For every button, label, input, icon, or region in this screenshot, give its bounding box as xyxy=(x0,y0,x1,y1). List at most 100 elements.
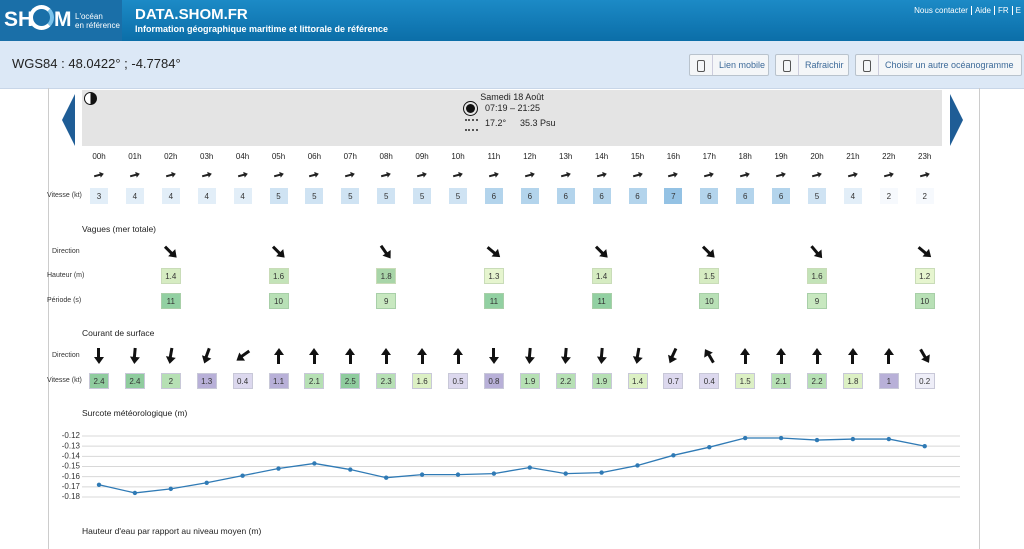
button-label: Lien mobile xyxy=(719,60,766,70)
point xyxy=(455,472,461,477)
section-title: Courant de surface xyxy=(82,328,155,338)
current-direction xyxy=(846,348,860,364)
hour-label: 16h xyxy=(666,152,681,161)
y-tick-label: -0.14 xyxy=(62,451,81,460)
wave-height: 1.3 xyxy=(483,268,504,284)
point xyxy=(384,475,389,480)
current-speed: 0.4 xyxy=(699,373,720,389)
current-direction xyxy=(379,348,393,364)
hour-label: 11h xyxy=(487,152,501,161)
button[interactable]: Rafraichir xyxy=(775,54,849,76)
wave-height: 1.6 xyxy=(268,268,289,284)
next-day[interactable] xyxy=(950,94,963,146)
current-direction xyxy=(594,347,609,364)
current-speed: 1.8 xyxy=(842,373,863,389)
current-speed: 2.2 xyxy=(555,373,576,389)
current-speed: 1.5 xyxy=(735,373,756,389)
hour-label: 09h xyxy=(415,152,429,161)
content-frame xyxy=(48,88,980,549)
day-date: Samedi 18 Août xyxy=(480,92,544,102)
wind-speed: 4 xyxy=(843,188,862,204)
current-speed: 0.4 xyxy=(232,373,253,389)
current-speed: 0.2 xyxy=(914,373,935,389)
wave-period: 10 xyxy=(268,293,289,309)
current-speed: 2.3 xyxy=(376,373,397,389)
hour-label: 20h xyxy=(810,152,824,161)
current-direction xyxy=(810,348,824,364)
current-direction xyxy=(127,347,142,364)
current-direction xyxy=(343,348,357,364)
point xyxy=(132,490,138,496)
current-direction xyxy=(738,348,752,364)
row-label: Direction xyxy=(52,248,80,255)
wave-height: 1.4 xyxy=(591,268,612,284)
point xyxy=(671,453,676,458)
wave-height: 1.2 xyxy=(914,268,935,284)
current-direction xyxy=(629,347,646,365)
button[interactable]: Choisir un autre océanogramme xyxy=(855,54,1022,76)
line xyxy=(98,437,925,494)
button[interactable]: Lien mobile xyxy=(689,54,769,76)
hour-label: 22h xyxy=(882,152,896,161)
wave-period: 9 xyxy=(376,293,397,309)
salinity: 35.3 Psu xyxy=(520,118,556,128)
current-direction xyxy=(522,347,537,364)
logo[interactable]: SH M L'océan en référence xyxy=(0,0,122,41)
nav-link[interactable]: Nous contacter xyxy=(914,6,968,15)
point xyxy=(204,480,209,485)
day-header xyxy=(82,90,942,146)
current-speed: 2 xyxy=(160,373,181,389)
header xyxy=(0,0,1024,41)
wave-height: 1.5 xyxy=(699,268,720,284)
hour-label: 04h xyxy=(235,152,250,161)
point xyxy=(527,465,532,470)
site-title: DATA.SHOM.FR xyxy=(135,6,248,23)
wave-period: 10 xyxy=(699,293,720,309)
coordinates: WGS84 : 48.0422° ; -4.7784° xyxy=(12,56,181,71)
y-tick-label: -0.18 xyxy=(62,492,81,501)
wind-speed: 7 xyxy=(664,188,683,204)
nav-link[interactable]: FR xyxy=(993,6,1012,15)
wind-speed: 4 xyxy=(161,188,180,204)
hour-label: 15h xyxy=(630,152,645,161)
hour-label: 08h xyxy=(379,152,393,161)
point xyxy=(348,467,353,472)
wind-speed: 5 xyxy=(808,188,826,204)
wave-height: 1.6 xyxy=(807,268,827,284)
wind-speed: 5 xyxy=(305,188,324,204)
current-speed: 1.9 xyxy=(519,373,540,389)
current-speed: 2.1 xyxy=(771,373,792,389)
prev-day[interactable] xyxy=(62,94,75,146)
current-direction xyxy=(272,348,286,364)
wind-speed: 5 xyxy=(341,188,360,204)
current-speed: 0.5 xyxy=(448,373,468,389)
point xyxy=(707,444,712,450)
wind-speed: 2 xyxy=(915,188,934,204)
wave-period: 10 xyxy=(914,293,935,309)
current-speed: 1.1 xyxy=(268,373,289,389)
water-temp: 17.2° xyxy=(485,118,507,128)
row-label: Vitesse (kt) xyxy=(47,377,82,384)
hour-label: 07h xyxy=(343,152,357,161)
point xyxy=(419,472,425,477)
current-direction xyxy=(882,348,896,364)
nav-link[interactable]: E xyxy=(1011,6,1024,15)
current-speed: 0.8 xyxy=(483,373,504,389)
wind-speed: 6 xyxy=(772,188,791,204)
point xyxy=(922,443,927,449)
row-label: Hauteur (m) xyxy=(47,272,85,279)
hour-label: 01h xyxy=(128,152,142,161)
current-speed: 1.6 xyxy=(412,373,433,389)
water-icon xyxy=(465,119,478,131)
point xyxy=(886,436,891,442)
wind-speed: 6 xyxy=(556,188,575,204)
wave-period: 11 xyxy=(160,293,181,309)
current-direction xyxy=(92,348,106,364)
wave-height: 1.8 xyxy=(376,268,397,284)
nav-link[interactable]: Aide xyxy=(970,6,994,15)
wind-speed: 5 xyxy=(269,188,288,204)
point xyxy=(814,437,820,443)
section-title: Vagues (mer totale) xyxy=(82,224,157,234)
tagline: L'océan xyxy=(75,12,103,21)
